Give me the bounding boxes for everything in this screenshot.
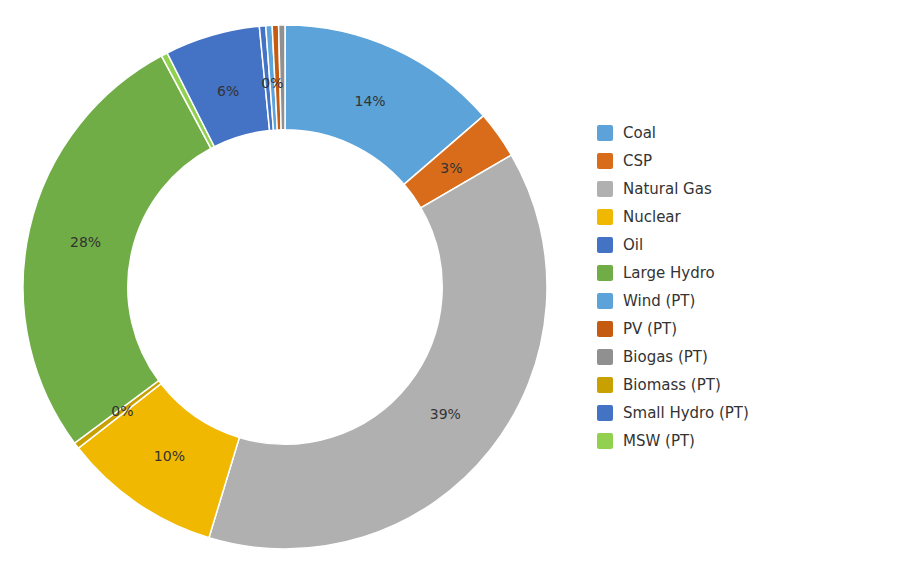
legend-swatch [597,237,613,253]
legend-label: PV (PT) [623,320,677,338]
data-label: 10% [154,448,185,464]
data-label: 0% [261,75,283,91]
legend-label: Biomass (PT) [623,376,721,394]
legend-swatch [597,377,613,393]
legend-label: Wind (PT) [623,292,695,310]
legend-swatch [597,293,613,309]
legend-swatch [597,125,613,141]
legend-label: Nuclear [623,208,682,226]
legend-label: CSP [623,152,652,170]
legend-swatch [597,405,613,421]
slices [23,25,547,549]
data-label: 14% [355,93,386,109]
chart-container: 14% 3% 39% 10% 0% 28% 6% 0% Coal CSP Natural Gas Nu… [0,0,898,574]
legend-label: Small Hydro (PT) [623,404,749,422]
legend-label: Oil [623,236,643,254]
legend-label: Biogas (PT) [623,348,708,366]
legend-swatch [597,181,613,197]
slice [23,56,211,443]
legend-swatch [597,209,613,225]
legend-label: MSW (PT) [623,432,695,450]
slice [285,25,483,184]
legend-swatch [597,433,613,449]
legend-swatch [597,153,613,169]
legend-swatch [597,349,613,365]
slice [167,26,269,146]
data-label: 3% [440,160,462,176]
chart: 14% 3% 39% 10% 0% 28% 6% 0% Coal CSP Natural Gas Nu… [0,0,898,574]
slice [209,155,547,549]
legend-label: Coal [623,124,656,142]
data-label: 39% [430,406,461,422]
data-label: 28% [70,234,101,250]
legend: Coal CSP Natural Gas Nuclear Oil Large Hydro W… [597,124,749,450]
data-label: 6% [217,83,239,99]
legend-label: Natural Gas [623,180,712,198]
legend-swatch [597,321,613,337]
data-labels: 14% 3% 39% 10% 0% 28% 6% 0% [70,75,462,463]
legend-swatch [597,265,613,281]
legend-label: Large Hydro [623,264,715,282]
data-label: 0% [111,403,133,419]
